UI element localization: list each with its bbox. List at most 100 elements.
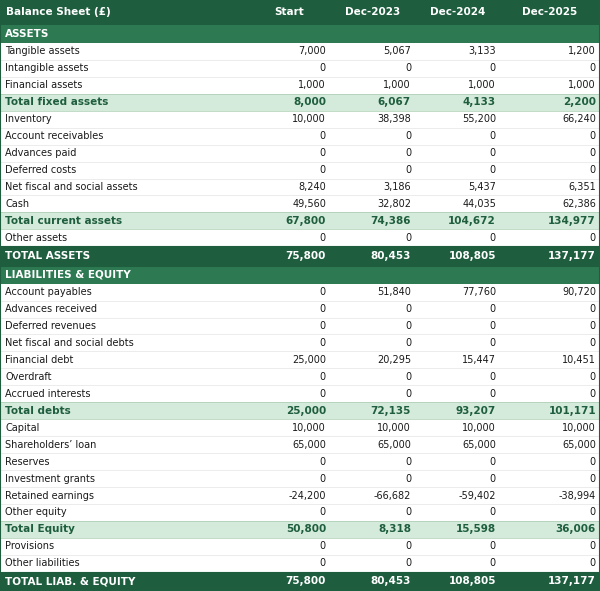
Text: 0: 0 <box>590 338 596 348</box>
Bar <box>0 453 600 470</box>
Text: Shareholders’ loan: Shareholders’ loan <box>5 440 97 450</box>
Text: 0: 0 <box>490 321 496 331</box>
Bar <box>0 352 600 368</box>
Text: 0: 0 <box>405 473 411 483</box>
Text: ASSETS: ASSETS <box>5 29 49 39</box>
Text: 0: 0 <box>590 372 596 382</box>
Text: 80,453: 80,453 <box>371 576 411 586</box>
Text: Capital: Capital <box>5 423 40 433</box>
Text: 10,451: 10,451 <box>562 355 596 365</box>
Text: -24,200: -24,200 <box>289 491 326 501</box>
Text: 66,240: 66,240 <box>562 114 596 124</box>
Text: Overdraft: Overdraft <box>5 372 52 382</box>
Bar <box>0 246 600 265</box>
Text: Advances paid: Advances paid <box>5 148 76 158</box>
Bar <box>0 402 600 419</box>
Text: 0: 0 <box>405 558 411 569</box>
Bar <box>0 25 600 43</box>
Text: 65,000: 65,000 <box>292 440 326 450</box>
Text: 0: 0 <box>490 338 496 348</box>
Text: Cash: Cash <box>5 199 29 209</box>
Bar <box>0 212 600 229</box>
Text: 0: 0 <box>490 508 496 518</box>
Bar <box>0 335 600 352</box>
Bar <box>0 436 600 453</box>
Bar <box>0 161 600 178</box>
Text: Provisions: Provisions <box>5 541 54 551</box>
Text: Advances received: Advances received <box>5 304 97 314</box>
Text: Dec-2023: Dec-2023 <box>345 8 400 17</box>
Text: 93,207: 93,207 <box>456 406 496 415</box>
Bar <box>0 128 600 145</box>
Text: 15,447: 15,447 <box>462 355 496 365</box>
Text: 0: 0 <box>405 233 411 243</box>
Text: Tangible assets: Tangible assets <box>5 47 80 56</box>
Text: 0: 0 <box>490 148 496 158</box>
Bar <box>0 419 600 436</box>
Text: 32,802: 32,802 <box>377 199 411 209</box>
Text: 4,133: 4,133 <box>463 98 496 108</box>
Text: Account receivables: Account receivables <box>5 131 103 141</box>
Text: 25,000: 25,000 <box>292 355 326 365</box>
Text: 104,672: 104,672 <box>448 216 496 226</box>
Text: 3,133: 3,133 <box>469 47 496 56</box>
Bar <box>0 368 600 385</box>
Text: 15,598: 15,598 <box>456 524 496 534</box>
Text: Retained earnings: Retained earnings <box>5 491 94 501</box>
Text: 20,295: 20,295 <box>377 355 411 365</box>
Bar <box>0 229 600 246</box>
Text: Reserves: Reserves <box>5 457 49 467</box>
Text: 0: 0 <box>590 304 596 314</box>
Bar <box>0 538 600 555</box>
Text: 1,000: 1,000 <box>469 80 496 90</box>
Text: 51,840: 51,840 <box>377 287 411 297</box>
Text: 0: 0 <box>320 558 326 569</box>
Text: 0: 0 <box>490 457 496 467</box>
Text: 0: 0 <box>490 473 496 483</box>
Text: 65,000: 65,000 <box>562 440 596 450</box>
Text: 0: 0 <box>405 457 411 467</box>
Text: 0: 0 <box>320 233 326 243</box>
Text: Balance Sheet (£): Balance Sheet (£) <box>6 8 111 17</box>
Text: -66,682: -66,682 <box>374 491 411 501</box>
Text: 0: 0 <box>490 389 496 399</box>
Text: 0: 0 <box>590 473 596 483</box>
Text: -59,402: -59,402 <box>458 491 496 501</box>
Text: 6,067: 6,067 <box>378 98 411 108</box>
Text: 72,135: 72,135 <box>371 406 411 415</box>
Text: 0: 0 <box>405 165 411 175</box>
Text: Other assets: Other assets <box>5 233 67 243</box>
Text: 8,240: 8,240 <box>298 182 326 192</box>
Text: LIABILITIES & EQUITY: LIABILITIES & EQUITY <box>5 269 131 280</box>
Text: 80,453: 80,453 <box>371 251 411 261</box>
Text: 134,977: 134,977 <box>548 216 596 226</box>
Text: 0: 0 <box>320 304 326 314</box>
Text: 0: 0 <box>320 338 326 348</box>
Text: 10,000: 10,000 <box>292 423 326 433</box>
Text: Intangible assets: Intangible assets <box>5 63 89 73</box>
Text: 2,200: 2,200 <box>563 98 596 108</box>
Bar <box>0 60 600 77</box>
Text: 0: 0 <box>490 131 496 141</box>
Text: 101,171: 101,171 <box>548 406 596 415</box>
Text: 0: 0 <box>320 165 326 175</box>
Text: 75,800: 75,800 <box>286 576 326 586</box>
Text: 1,000: 1,000 <box>383 80 411 90</box>
Text: 74,386: 74,386 <box>371 216 411 226</box>
Text: 3,186: 3,186 <box>383 182 411 192</box>
Text: 0: 0 <box>590 389 596 399</box>
Text: 0: 0 <box>405 338 411 348</box>
Text: 0: 0 <box>590 165 596 175</box>
Text: Financial debt: Financial debt <box>5 355 73 365</box>
Text: 0: 0 <box>320 508 326 518</box>
Text: Deferred costs: Deferred costs <box>5 165 76 175</box>
Text: 44,035: 44,035 <box>462 199 496 209</box>
Text: 10,000: 10,000 <box>292 114 326 124</box>
Text: 0: 0 <box>320 148 326 158</box>
Text: 36,006: 36,006 <box>556 524 596 534</box>
Text: 0: 0 <box>320 473 326 483</box>
Text: 1,000: 1,000 <box>568 80 596 90</box>
Bar <box>0 317 600 335</box>
Text: 0: 0 <box>405 63 411 73</box>
Text: 0: 0 <box>405 508 411 518</box>
